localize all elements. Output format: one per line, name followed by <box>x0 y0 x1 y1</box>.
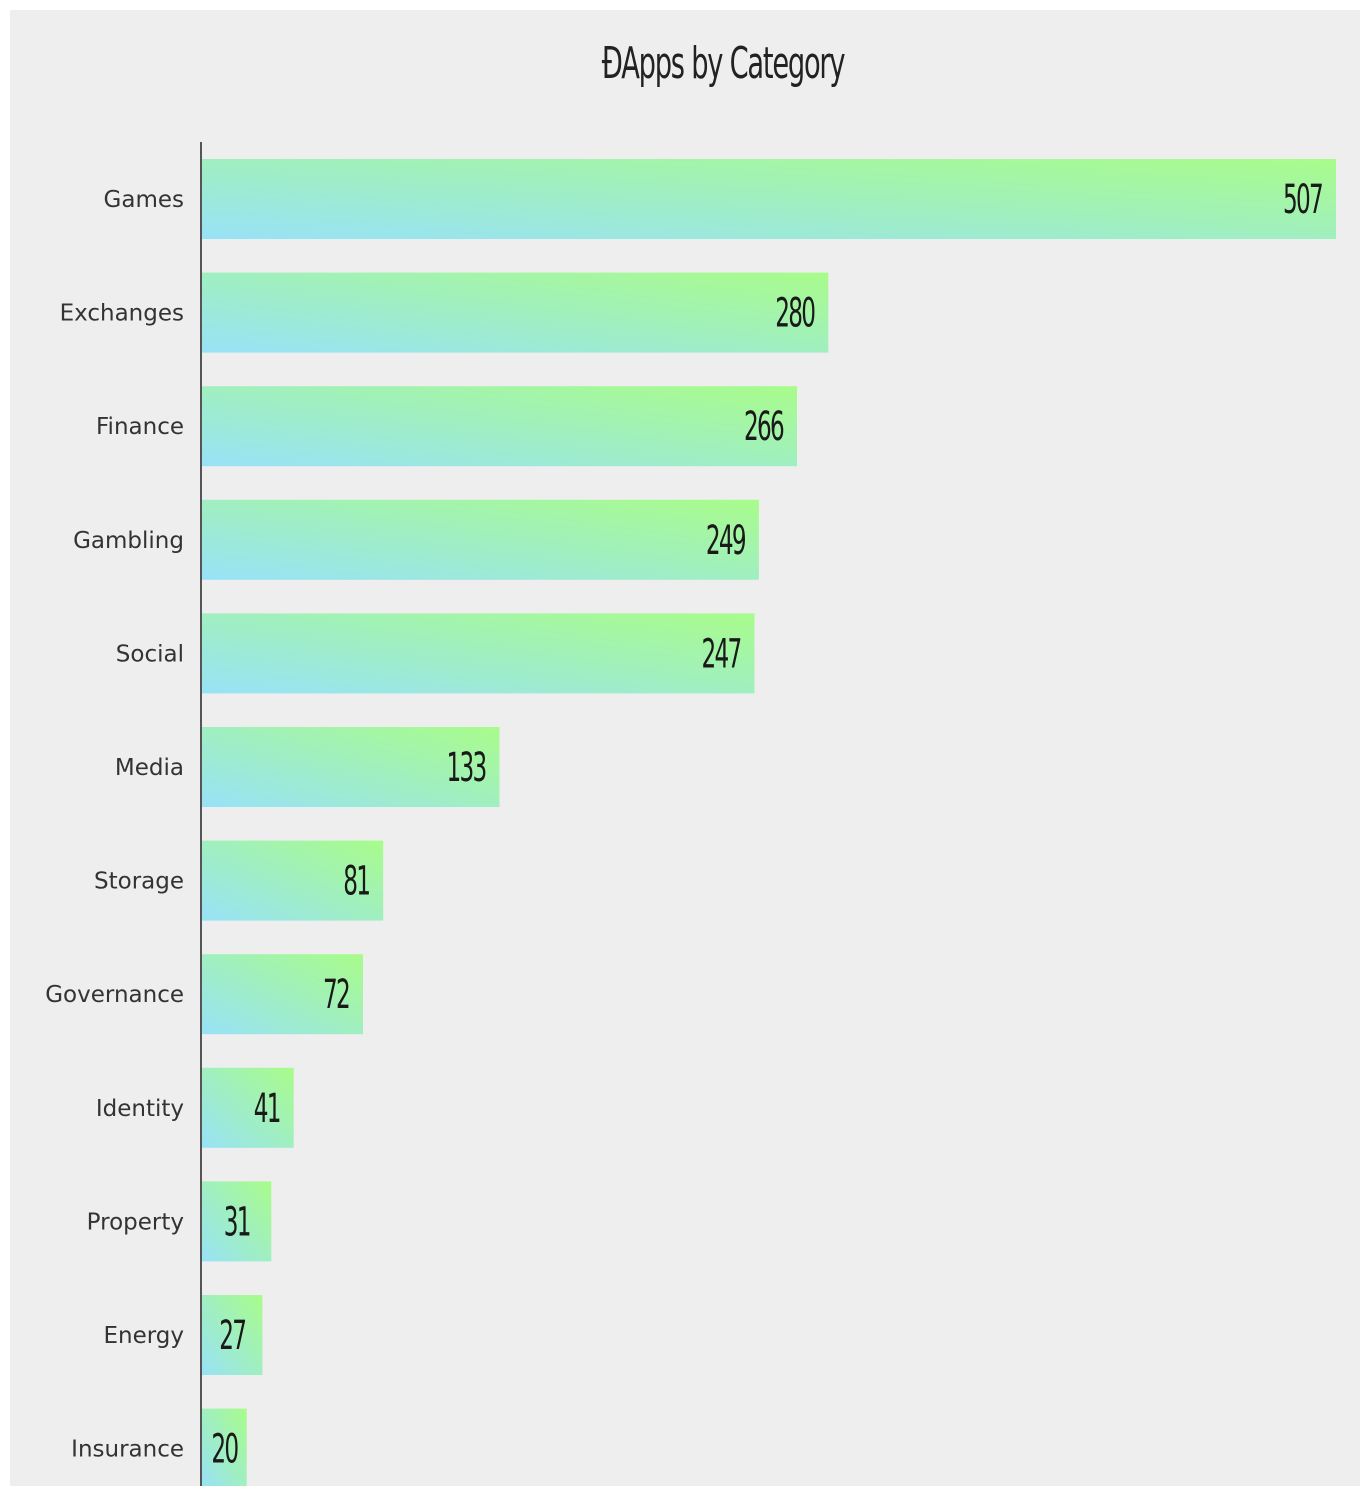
value-label-games: 507 <box>1283 177 1322 223</box>
bar-media <box>202 727 500 807</box>
value-label-finance: 266 <box>744 404 783 450</box>
bar-social <box>202 613 755 694</box>
bar-governance <box>202 954 363 1035</box>
value-label-media: 133 <box>447 745 486 791</box>
bar-energy <box>202 1295 263 1375</box>
category-label-finance: Finance <box>96 414 184 440</box>
category-label-energy: Energy <box>103 1323 184 1349</box>
bar-insurance <box>202 1408 247 1486</box>
category-label-exchanges: Exchanges <box>60 301 184 327</box>
category-label-games: Games <box>104 187 184 213</box>
value-label-social: 247 <box>702 631 741 677</box>
bar-property <box>202 1181 272 1262</box>
category-label-social: Social <box>116 641 184 667</box>
value-label-insurance: 20 <box>211 1427 237 1473</box>
category-label-insurance: Insurance <box>71 1437 184 1463</box>
value-label-storage: 81 <box>343 859 369 905</box>
bar-identity <box>202 1067 294 1148</box>
value-label-gambling: 249 <box>706 518 745 564</box>
category-label-storage: Storage <box>94 869 184 895</box>
value-label-energy: 27 <box>219 1313 245 1359</box>
bar-games <box>202 159 1336 239</box>
bar-storage <box>202 840 384 921</box>
category-label-gambling: Gambling <box>73 528 184 554</box>
category-label-governance: Governance <box>45 982 184 1008</box>
value-label-identity: 41 <box>254 1086 280 1132</box>
category-label-property: Property <box>87 1209 184 1235</box>
chart-title: ĐApps by Category <box>601 38 846 89</box>
bars-group: Games 507 Exchanges 280 Finance 266 Gambling 24… <box>45 159 1336 1486</box>
bar-exchanges <box>202 272 829 353</box>
bar-finance <box>202 386 797 467</box>
value-label-property: 31 <box>224 1199 250 1245</box>
category-label-identity: Identity <box>96 1096 184 1122</box>
value-label-exchanges: 280 <box>775 291 814 337</box>
category-label-media: Media <box>115 755 184 781</box>
value-label-governance: 72 <box>323 972 349 1018</box>
bar-gambling <box>202 499 759 580</box>
